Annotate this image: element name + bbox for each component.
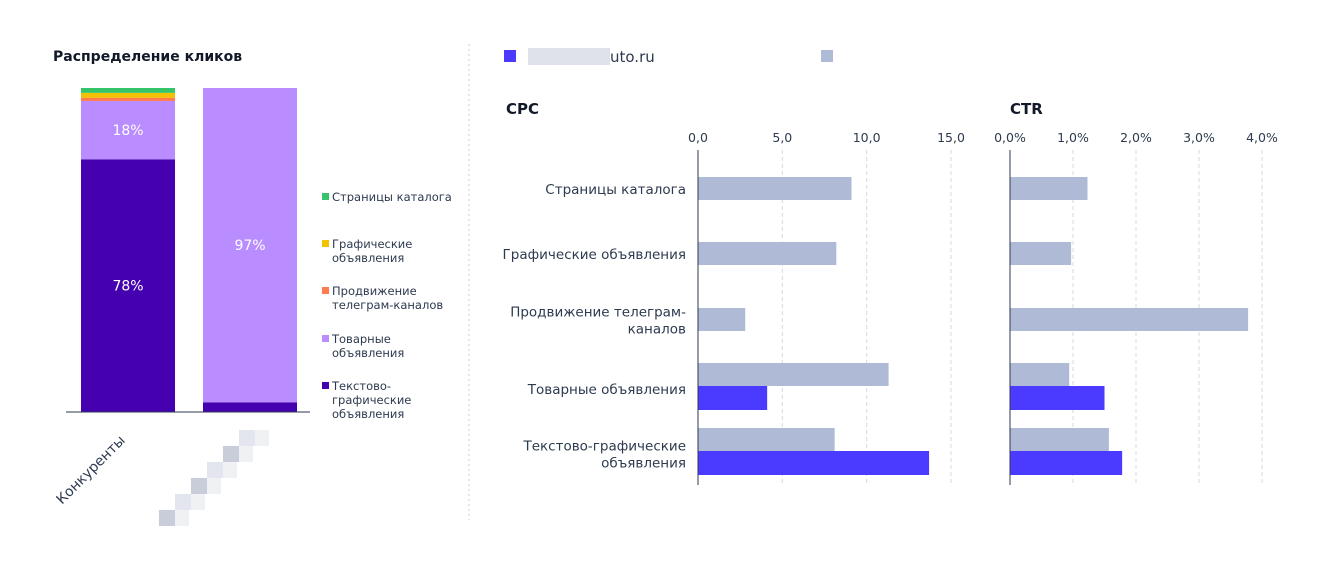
ctr-tick-label: 3,0%	[1183, 130, 1215, 145]
ctr-competitors-bar	[1010, 363, 1070, 386]
blurred-label-pixel	[255, 430, 269, 446]
stacked-bar-segment	[81, 92, 175, 98]
blurred-label-pixel	[175, 510, 189, 526]
legend-swatch	[322, 240, 329, 247]
hbar-category-labels: Страницы каталога Графические объявления П…	[503, 182, 687, 472]
stacked-bar-segment	[81, 100, 175, 160]
category-label: Продвижение телеграм-	[510, 305, 686, 321]
cpc-competitors-bar	[698, 363, 889, 386]
category-label: каналов	[628, 322, 686, 338]
legend-label: Графические	[332, 237, 412, 251]
cpc-tick-label: 15,0	[937, 130, 965, 145]
blurred-site-name	[528, 48, 610, 65]
ctr-competitors-bar	[1010, 308, 1249, 331]
blurred-category-label	[159, 430, 269, 526]
cpc-chart-title: CPC	[506, 100, 539, 118]
cpc-competitors-bar	[698, 177, 852, 200]
blurred-label-pixel	[239, 430, 255, 446]
cpc-site-bar	[698, 451, 930, 475]
stacked-bars	[81, 88, 297, 412]
category-label: Текстово-графические	[522, 439, 686, 455]
category-label: объявления	[601, 456, 686, 472]
blurred-label-pixel	[207, 478, 221, 494]
ctr-site-bar	[1010, 451, 1123, 475]
stacked-chart-title: Распределение кликов	[53, 49, 242, 65]
competitors-series-swatch	[821, 50, 833, 62]
data-label: 78%	[112, 279, 143, 295]
stacked-legend: Страницы каталогаГрафическиеобъявленияПр…	[322, 190, 452, 421]
legend-label: телеграм-каналов	[332, 298, 443, 312]
cpc-competitors-bar	[698, 428, 835, 451]
blurred-label-pixel	[239, 446, 253, 462]
site-series-swatch	[504, 50, 516, 62]
data-label: 97%	[234, 238, 265, 254]
stacked-bar-segment	[81, 88, 175, 93]
blurred-label-pixel	[191, 478, 207, 494]
site-series-label: uto.ru	[610, 48, 655, 66]
legend-label: Страницы каталога	[332, 190, 452, 204]
stacked-bar-segment	[203, 88, 297, 403]
stacked-bar-segment	[81, 159, 175, 412]
ctr-competitors-bar	[1010, 242, 1072, 265]
cpc-tick-label: 10,0	[853, 130, 881, 145]
ctr-chart-title: CTR	[1010, 100, 1043, 118]
category-label-competitors: Конкуренты	[54, 433, 129, 508]
legend-label: Товарные	[331, 332, 391, 346]
ctr-tick-label: 4,0%	[1246, 130, 1278, 145]
cpc-site-bar	[698, 386, 768, 410]
legend-label: объявления	[332, 251, 404, 265]
legend-label: объявления	[332, 407, 404, 421]
category-label: Товарные объявления	[527, 382, 686, 398]
legend-swatch	[322, 287, 329, 294]
cpc-competitors-bar	[698, 242, 837, 265]
legend-label: Текстово-	[331, 379, 391, 393]
legend-swatch	[322, 382, 329, 389]
ctr-site-bar	[1010, 386, 1105, 410]
cpc-tick-label: 0,0	[688, 130, 708, 145]
blurred-label-pixel	[159, 510, 175, 526]
stacked-bar-segment	[81, 97, 175, 101]
legend-swatch	[322, 193, 329, 200]
ctr-tick-label: 2,0%	[1120, 130, 1152, 145]
blurred-label-pixel	[223, 462, 237, 478]
ctr-chart: 0,0% 1,0% 2,0% 3,0% 4,0%	[994, 130, 1278, 485]
blurred-label-pixel	[223, 446, 239, 462]
blurred-label-pixel	[191, 494, 205, 510]
legend-label: объявления	[332, 346, 404, 360]
cpc-tick-label: 5,0	[772, 130, 792, 145]
stacked-data-labels: 78% 18% 97%	[112, 123, 265, 295]
ctr-tick-label: 1,0%	[1057, 130, 1089, 145]
blurred-label-pixel	[175, 494, 191, 510]
category-label: Графические объявления	[503, 247, 686, 263]
legend-swatch	[322, 335, 329, 342]
ctr-tick-label: 0,0%	[994, 130, 1026, 145]
ctr-competitors-bar	[1010, 428, 1109, 451]
data-label: 18%	[112, 123, 143, 139]
stacked-bar-segment	[203, 402, 297, 412]
cpc-competitors-bar	[698, 308, 746, 331]
legend-label: Продвижение	[332, 284, 417, 298]
category-label: Страницы каталога	[545, 182, 686, 198]
cpc-chart: 0,0 5,0 10,0 15,0	[688, 130, 965, 485]
legend-label: графические	[332, 393, 411, 407]
ctr-competitors-bar	[1010, 177, 1088, 200]
blurred-label-pixel	[207, 462, 223, 478]
